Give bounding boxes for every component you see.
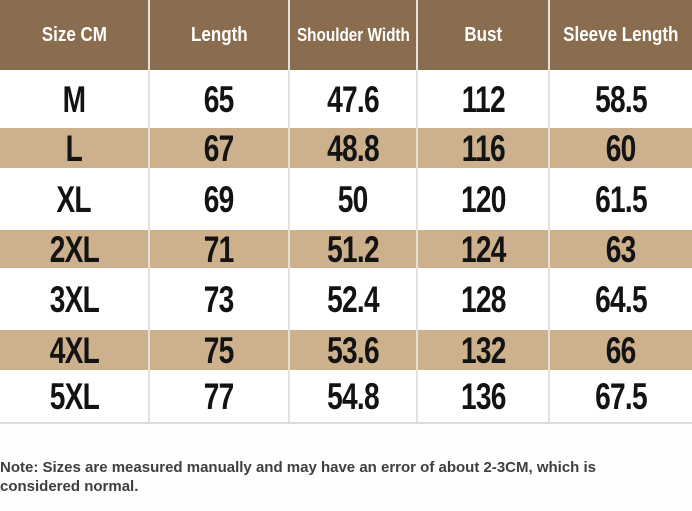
cell-shoulder-width: 52.4 [290,268,418,330]
measurement-value: 66 [606,330,637,370]
header-label-sleeve-length: Sleeve Length [563,24,679,46]
size-label: 5XL [49,375,99,417]
table-body: M 65 47.6 112 58.5 L 67 48.8 116 60 XL 69 50 120 61.5 2… [0,70,692,422]
cell-length: 71 [150,230,290,268]
table-row: 5XL 77 54.8 136 67.5 [0,370,692,422]
measurement-value: 60 [606,128,637,168]
header-label-length: Length [190,24,248,46]
header-cell-shoulder-width: Shoulder Width [290,0,418,70]
cell-length: 69 [150,168,290,230]
measurement-value: 51.2 [327,230,379,268]
measurement-value: 67 [204,128,235,168]
cell-length: 65 [150,70,290,128]
size-chart-table: Size CM Length Shoulder Width Bust Sleev… [0,0,692,424]
table-row: M 65 47.6 112 58.5 [0,70,692,128]
cell-size: XL [0,168,150,230]
cell-bust: 136 [418,370,550,422]
cell-sleeve-length: 58.5 [550,70,692,128]
cell-size: 4XL [0,330,150,370]
measurement-value: 50 [338,178,369,220]
header-cell-size-cm: Size CM [0,0,150,70]
measurement-value: 65 [204,78,235,120]
cell-sleeve-length: 63 [550,230,692,268]
measurement-value: 128 [460,278,506,320]
measurement-value: 77 [204,375,235,417]
measurement-value: 58.5 [595,78,647,120]
note-text: Note: Sizes are measured manually and ma… [0,459,597,495]
table-header-row: Size CM Length Shoulder Width Bust Sleev… [0,0,692,70]
measurement-value: 112 [461,78,505,120]
header-cell-sleeve-length: Sleeve Length [550,0,692,70]
cell-bust: 120 [418,168,550,230]
measurement-value: 48.8 [327,128,379,168]
cell-size: L [0,128,150,168]
measurement-value: 116 [461,128,505,168]
cell-shoulder-width: 54.8 [290,370,418,422]
cell-bust: 124 [418,230,550,268]
cell-shoulder-width: 47.6 [290,70,418,128]
measurement-value: 73 [204,278,235,320]
measurement-value: 136 [460,375,506,417]
cell-length: 75 [150,330,290,370]
measurement-value: 124 [460,230,506,268]
cell-shoulder-width: 51.2 [290,230,418,268]
cell-sleeve-length: 67.5 [550,370,692,422]
cell-shoulder-width: 53.6 [290,330,418,370]
measurement-value: 53.6 [327,330,379,370]
measurement-value: 132 [460,330,506,370]
size-label: 3XL [49,278,99,320]
cell-bust: 128 [418,268,550,330]
size-label: L [65,128,83,168]
cell-shoulder-width: 50 [290,168,418,230]
cell-sleeve-length: 66 [550,330,692,370]
cell-sleeve-length: 60 [550,128,692,168]
cell-length: 67 [150,128,290,168]
measurement-value: 69 [204,178,235,220]
cell-size: M [0,70,150,128]
measurement-value: 54.8 [327,375,379,417]
table-row: XL 69 50 120 61.5 [0,168,692,230]
size-label: XL [56,178,92,220]
header-cell-bust: Bust [418,0,550,70]
measurement-value: 64.5 [595,278,647,320]
measurement-value: 63 [606,230,637,268]
measurement-value: 47.6 [327,78,379,120]
measurement-value: 120 [460,178,506,220]
header-label-size-cm: Size CM [41,24,107,46]
measurement-value: 75 [204,330,235,370]
cell-length: 77 [150,370,290,422]
header-label-shoulder-width: Shoulder Width [296,25,410,45]
header-cell-length: Length [150,0,290,70]
cell-length: 73 [150,268,290,330]
header-label-bust: Bust [464,24,502,46]
cell-size: 2XL [0,230,150,268]
table-row: 3XL 73 52.4 128 64.5 [0,268,692,330]
cell-size: 5XL [0,370,150,422]
size-label: 4XL [49,330,99,370]
cell-sleeve-length: 61.5 [550,168,692,230]
measurement-value: 67.5 [595,375,647,417]
table-row: 2XL 71 51.2 124 63 [0,230,692,268]
measurement-value: 61.5 [595,178,647,220]
cell-sleeve-length: 64.5 [550,268,692,330]
table-row: 4XL 75 53.6 132 66 [0,330,692,370]
table-row: L 67 48.8 116 60 [0,128,692,168]
cell-bust: 112 [418,70,550,128]
cell-shoulder-width: 48.8 [290,128,418,168]
cell-bust: 132 [418,330,550,370]
cell-bust: 116 [418,128,550,168]
size-label: M [62,78,86,120]
size-label: 2XL [49,230,99,268]
measurement-value: 71 [204,230,235,268]
measurement-value: 52.4 [327,278,379,320]
cell-size: 3XL [0,268,150,330]
